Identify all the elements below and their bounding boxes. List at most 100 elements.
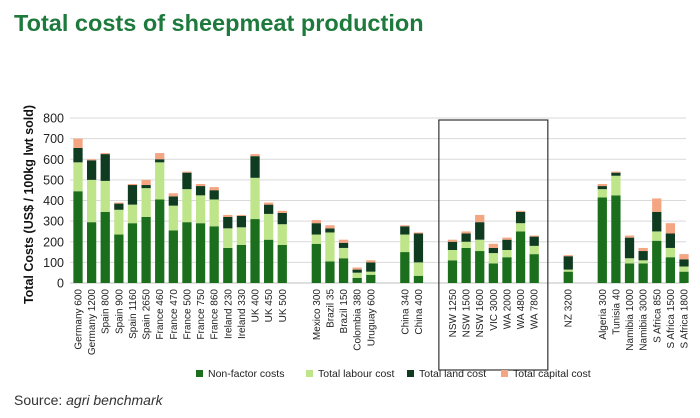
x-tick-label-brazil-35: Brazil 35 — [325, 289, 336, 328]
bar-total-land-cost-ireland-330 — [236, 215, 247, 228]
bar-stack-s-africa-1800 — [679, 254, 689, 283]
bar-total-land-cost-germany-600 — [73, 147, 83, 163]
x-tick-label-germany-1200: Germany 1200 — [87, 289, 98, 356]
x-tick-label-nsw-1250: NSW 1250 — [448, 289, 459, 338]
bar-total-labour-cost-germany-1200 — [86, 179, 97, 223]
x-tick-label-france-470: France 470 — [169, 289, 180, 340]
bar-total-labour-cost-brazil-35 — [325, 232, 335, 262]
bar-total-land-cost-namibia-3000 — [638, 251, 648, 261]
bar-non-factor-costs-brazil-35 — [325, 261, 335, 283]
bar-total-capital-cost-france-460 — [155, 153, 165, 160]
bar-total-capital-cost-nsw-1500 — [461, 231, 471, 234]
bar-non-factor-costs-colombia-380 — [352, 277, 362, 283]
bar-total-land-cost-spain-2650 — [141, 185, 151, 189]
bar-stack-s-africa-850 — [652, 198, 662, 283]
x-tick-label-france-860: France 860 — [210, 289, 221, 340]
bar-stack-france-460 — [155, 153, 165, 283]
bar-non-factor-costs-tunisia-40 — [611, 195, 621, 283]
bar-total-capital-cost-algeria-300 — [597, 184, 607, 187]
bar-total-capital-cost-brazil-150 — [338, 239, 349, 243]
x-tick-label-s-africa-1500: S Africa 1500 — [666, 289, 677, 349]
y-axis-title: Total Costs (US$ / 100kg lwt sold) — [22, 105, 36, 304]
bar-non-factor-costs-wa-4800 — [515, 231, 526, 283]
bar-non-factor-costs-china-400 — [413, 275, 424, 283]
bar-total-land-cost-germany-1200 — [86, 160, 97, 180]
bar-total-labour-cost-spain-1160 — [127, 204, 138, 224]
bar-stack-wa-2000 — [502, 237, 512, 283]
bar-total-labour-cost-china-340 — [400, 234, 410, 253]
bar-stack-nz-3200 — [563, 255, 573, 283]
bar-total-labour-cost-uk-400 — [250, 177, 260, 220]
bar-total-labour-cost-uruguay-600 — [366, 271, 376, 275]
bar-stack-france-470 — [168, 193, 178, 283]
bar-total-labour-cost-ireland-330 — [236, 227, 247, 245]
bar-total-labour-cost-namibia-1000 — [624, 258, 635, 264]
x-tick-label-wa-4800: WA 4800 — [516, 289, 527, 330]
bar-total-capital-cost-germany-600 — [73, 138, 83, 148]
bar-total-land-cost-china-340 — [400, 226, 410, 235]
x-tick-label-france-500: France 500 — [182, 289, 193, 340]
bar-total-capital-cost-nsw-1250 — [447, 239, 458, 242]
legend-label-total-labour-cost: Total labour cost — [318, 368, 395, 380]
x-tick-label-spain-900: Spain 900 — [114, 289, 125, 334]
x-tick-label-uk-400: UK 400 — [251, 289, 262, 323]
bar-non-factor-costs-nsw-1250 — [447, 260, 458, 283]
x-tick-label-spain-800: Spain 800 — [101, 289, 112, 334]
bar-non-factor-costs-spain-1160 — [127, 223, 138, 283]
bar-total-land-cost-s-africa-850 — [652, 211, 662, 232]
bar-total-capital-cost-france-750 — [195, 184, 206, 187]
bar-total-land-cost-france-750 — [195, 186, 206, 196]
bar-total-capital-cost-wa-2000 — [502, 237, 512, 240]
bar-stack-germany-1200 — [86, 159, 97, 283]
bar-total-capital-cost-spain-800 — [100, 153, 110, 155]
bar-total-labour-cost-china-400 — [413, 262, 424, 276]
bar-total-labour-cost-s-africa-1500 — [665, 247, 676, 258]
bar-total-capital-cost-germany-1200 — [86, 159, 97, 161]
bar-non-factor-costs-nsw-1500 — [461, 247, 471, 283]
bar-total-labour-cost-ireland-230 — [223, 228, 233, 248]
bar-stack-s-africa-1500 — [665, 223, 676, 283]
bar-non-factor-costs-germany-1200 — [86, 222, 97, 283]
bar-total-land-cost-nsw-1500 — [461, 233, 471, 242]
bar-non-factor-costs-spain-800 — [100, 211, 110, 283]
legend-swatch-non-factor-costs — [196, 370, 203, 377]
bar-stack-nsw-1500 — [461, 231, 471, 283]
x-tick-label-colombia-380: Colombia 380 — [353, 289, 364, 351]
bar-stack-ireland-330 — [236, 214, 247, 283]
bar-total-land-cost-wa-7800 — [529, 236, 539, 246]
bar-total-capital-cost-mexico-300 — [311, 220, 321, 224]
y-tick-label-700: 700 — [43, 132, 64, 146]
bar-total-labour-cost-nsw-1600 — [475, 239, 485, 252]
x-tick-label-uk-450: UK 450 — [264, 289, 275, 323]
y-tick-label-200: 200 — [43, 235, 64, 249]
bar-stack-germany-600 — [73, 138, 83, 283]
legend-label-non-factor-costs: Non-factor costs — [208, 368, 284, 380]
y-tick-label-300: 300 — [43, 215, 64, 229]
x-tick-label-spain-2650: Spain 2650 — [142, 289, 153, 340]
bar-non-factor-costs-france-500 — [182, 222, 192, 283]
bar-stack-nsw-1250 — [447, 239, 458, 283]
bar-total-labour-cost-nsw-1500 — [461, 241, 471, 248]
bar-stack-wa-4800 — [515, 210, 526, 283]
bar-total-labour-cost-uk-450 — [264, 213, 274, 240]
bar-total-labour-cost-wa-2000 — [502, 250, 512, 258]
bar-total-labour-cost-spain-800 — [100, 180, 110, 212]
bar-total-capital-cost-spain-900 — [114, 202, 124, 204]
bar-non-factor-costs-uruguay-600 — [366, 274, 376, 283]
x-tick-label-namibia-1000: Namibia 1000 — [625, 289, 636, 351]
bar-non-factor-costs-s-africa-1500 — [665, 257, 676, 283]
bar-non-factor-costs-namibia-3000 — [638, 263, 648, 283]
bar-non-factor-costs-uk-450 — [264, 239, 274, 283]
bar-total-capital-cost-france-500 — [182, 171, 192, 173]
highlight-box — [438, 119, 549, 371]
bar-total-labour-cost-france-500 — [182, 189, 192, 223]
bar-total-labour-cost-spain-2650 — [141, 188, 151, 217]
bar-stack-mexico-300 — [311, 220, 321, 283]
bar-stack-ireland-230 — [223, 214, 233, 283]
bar-non-factor-costs-france-470 — [168, 230, 178, 283]
bar-total-capital-cost-colombia-380 — [352, 267, 362, 270]
bar-total-capital-cost-vic-3000 — [488, 243, 498, 248]
bar-total-capital-cost-namibia-3000 — [638, 247, 648, 252]
bar-total-labour-cost-wa-4800 — [515, 223, 526, 232]
bar-total-labour-cost-germany-600 — [73, 162, 83, 192]
